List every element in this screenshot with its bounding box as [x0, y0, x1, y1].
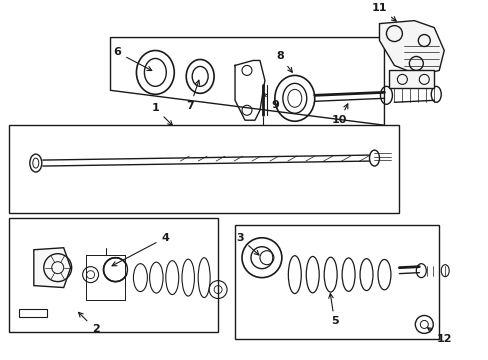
Bar [235, 225, 438, 339]
Bar [388, 71, 433, 88]
Text: 12: 12 [427, 328, 451, 345]
Bar [19, 310, 47, 318]
Text: 4: 4 [112, 233, 169, 266]
Text: 7: 7 [186, 80, 199, 111]
Bar [9, 218, 218, 332]
Bar [9, 125, 399, 213]
Text: 9: 9 [262, 93, 278, 110]
Text: 6: 6 [113, 48, 151, 71]
Text: 10: 10 [331, 104, 347, 125]
Text: 3: 3 [236, 233, 259, 255]
Polygon shape [34, 248, 71, 288]
Text: 5: 5 [328, 293, 338, 327]
Text: 11: 11 [371, 3, 395, 21]
Text: 2: 2 [79, 312, 99, 334]
Text: 1: 1 [151, 103, 172, 125]
Text: 8: 8 [275, 51, 292, 72]
Polygon shape [379, 21, 443, 75]
